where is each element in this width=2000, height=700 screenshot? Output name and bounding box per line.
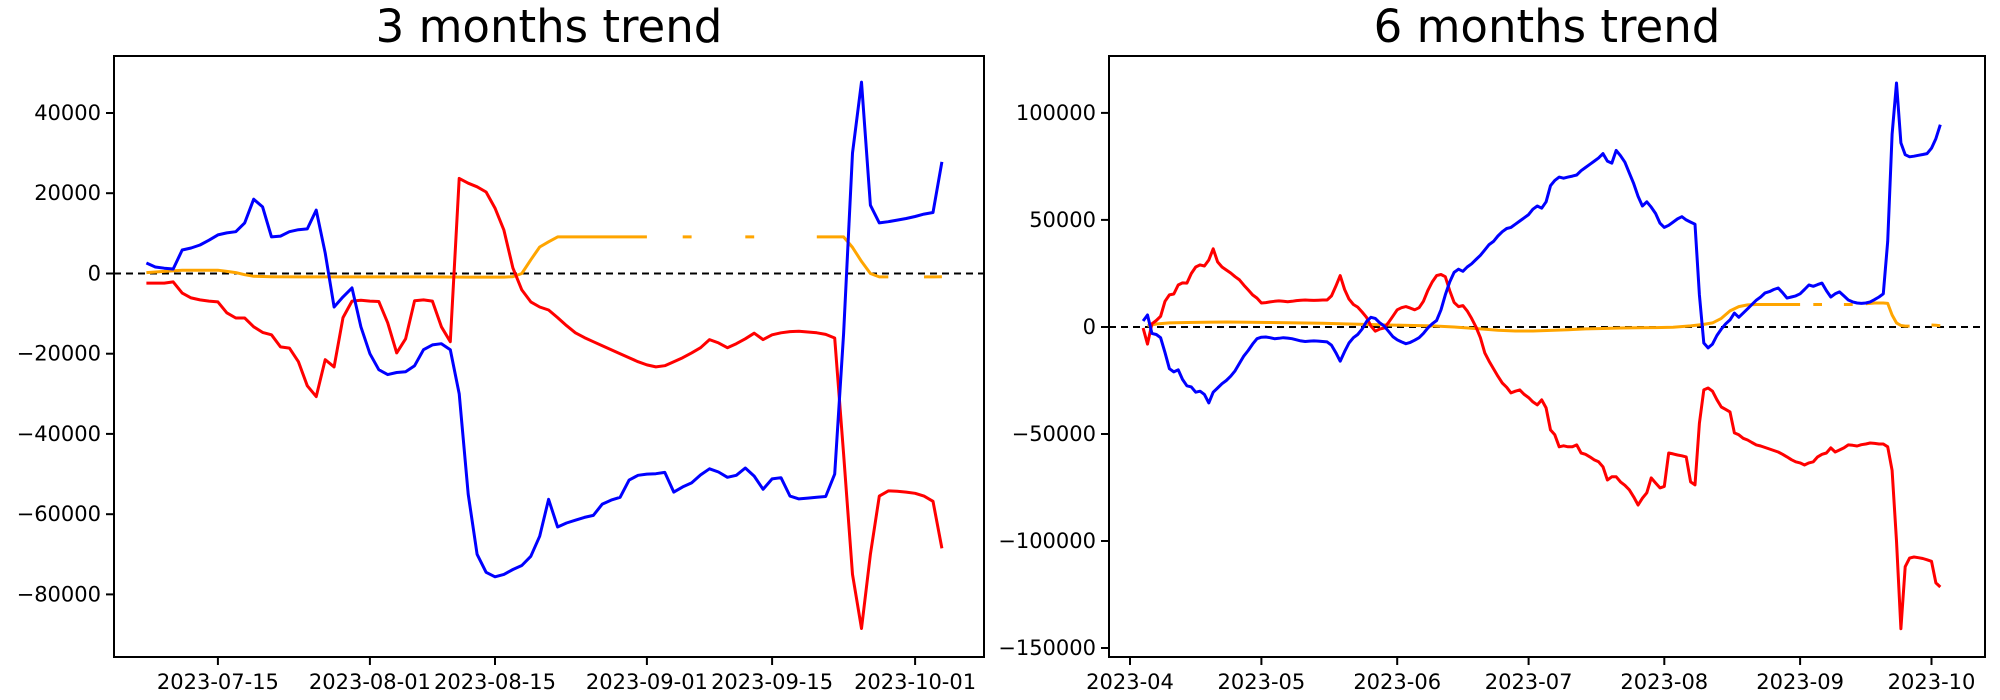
series-line-blue: [1141, 81, 1942, 405]
x-tick-label: 2023-09: [1756, 670, 1844, 694]
y-tick-label: 50000: [1029, 208, 1096, 232]
x-tick-label: 2023-08: [1620, 670, 1708, 694]
series-line-red: [1141, 247, 1942, 631]
x-tick-label: 2023-10-01: [854, 670, 976, 694]
x-tick-label: 2023-04: [1086, 670, 1174, 694]
x-tick-label: 2023-09-01: [586, 670, 708, 694]
chart-6m: 2023-04 2023-05 2023-06 2023-07 2023-08 2023-…: [998, 55, 1986, 694]
x-tick-label: 2023-08-01: [309, 670, 431, 694]
series-line-red: [146, 176, 944, 630]
x-tick-label: 2023-07-15: [157, 670, 279, 694]
y-tick-label: −150000: [998, 636, 1096, 660]
y-tick-label: 40000: [34, 101, 101, 125]
series-line-blue: [145, 80, 944, 579]
chart-3m-title: 3 months trend: [375, 0, 723, 53]
y-tick-label: 100000: [1016, 101, 1096, 125]
series-line-orange: [146, 235, 942, 279]
y-tick-label: 0: [1083, 315, 1096, 339]
x-tick-label: 2023-06: [1353, 670, 1441, 694]
y-tick-label: −50000: [1012, 422, 1096, 446]
chart-3m: 2023-07-15 2023-08-01 2023-08-15 2023-09-01…: [17, 55, 985, 694]
y-tick-label: −60000: [17, 502, 101, 526]
y-tick-label: −40000: [17, 422, 101, 446]
plot-border: [113, 55, 985, 658]
y-tick-label: −100000: [998, 529, 1096, 553]
x-tick-label: 2023-07: [1485, 670, 1573, 694]
plot-border: [1108, 55, 1986, 658]
x-tick-label: 2023-05: [1218, 670, 1306, 694]
x-tick-label: 2023-10: [1888, 670, 1976, 694]
y-tick-label: −20000: [17, 342, 101, 366]
y-tick-label: −80000: [17, 582, 101, 606]
x-tick-label: 2023-08-15: [434, 670, 556, 694]
y-tick-label: 20000: [34, 181, 101, 205]
chart-6m-title: 6 months trend: [1373, 0, 1721, 53]
series-line-orange: [1147, 301, 1941, 333]
y-tick-label: 0: [88, 262, 101, 286]
x-tick-label: 2023-09-15: [711, 670, 833, 694]
